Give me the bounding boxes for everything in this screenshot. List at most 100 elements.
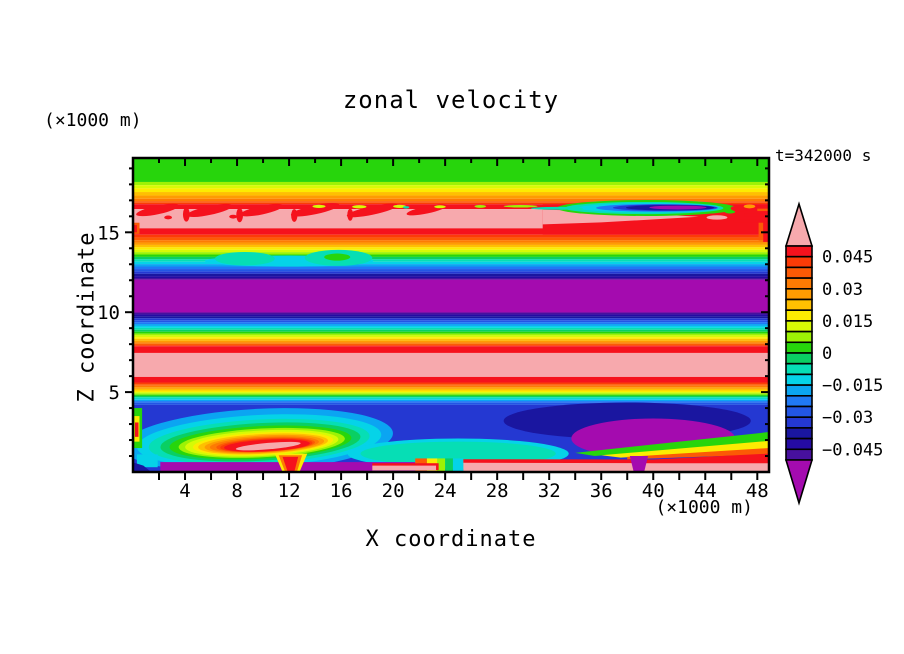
colorbar-box	[785, 448, 813, 461]
contour-feature	[133, 225, 137, 233]
contour-feature	[393, 204, 407, 209]
contour-band	[133, 202, 769, 205]
contour-band	[133, 198, 769, 202]
colorbar-box	[785, 320, 813, 333]
z-axis-title: Z coordinate	[74, 231, 100, 403]
colorbar-label: −0.03	[822, 408, 873, 428]
x-tick-label: 44	[694, 480, 717, 502]
contour-feature	[312, 204, 326, 209]
contour-band	[133, 385, 769, 388]
colorbar-under-arrow	[784, 459, 814, 506]
contour-band	[133, 271, 769, 274]
colorbar-box	[785, 309, 813, 322]
contour-feature	[452, 458, 464, 472]
contour-band	[133, 259, 769, 262]
colorbar-box	[785, 287, 813, 301]
x-tick-label: 4	[179, 480, 190, 502]
colorbar-box	[785, 373, 813, 386]
contour-feature	[463, 460, 769, 472]
contour-band	[133, 395, 769, 398]
colorbar-box	[785, 427, 813, 440]
contour-feature	[503, 204, 538, 208]
contour-band	[133, 256, 769, 260]
contour-feature	[627, 448, 769, 460]
contour-band	[133, 329, 769, 332]
contour-feature	[186, 203, 233, 217]
colorbar-box	[785, 362, 813, 376]
x-axis-units-label: (×1000 m)	[655, 497, 753, 518]
contour-feature	[134, 422, 139, 437]
contour-feature	[235, 441, 301, 451]
x-tick-label: 48	[746, 480, 769, 502]
contour-feature	[649, 205, 707, 210]
colorbar-label: −0.015	[822, 376, 883, 396]
plot-title: zonal velocity	[342, 86, 560, 114]
colorbar-box	[785, 255, 813, 269]
contour-feature	[352, 205, 367, 209]
contour-band	[133, 312, 769, 315]
colorbar-box	[785, 266, 813, 279]
colorbar-label: 0	[822, 344, 832, 364]
contour-feature	[160, 462, 284, 472]
colorbar-label: 0.045	[822, 248, 873, 268]
contour-band	[133, 188, 769, 193]
contour-feature	[296, 462, 416, 472]
contour-band	[133, 337, 769, 339]
contour-band	[133, 279, 769, 313]
x-tick-label: 32	[538, 480, 561, 502]
colorbar-box	[785, 405, 813, 418]
contour-band	[133, 399, 769, 402]
contour-feature	[229, 214, 238, 219]
contour-feature	[214, 251, 275, 266]
contour-feature	[744, 213, 769, 217]
contour-band	[133, 318, 769, 321]
contour-feature	[706, 215, 728, 220]
contour-band	[133, 273, 769, 277]
contour-band	[133, 320, 769, 323]
contour-band	[133, 376, 769, 383]
contour-band	[133, 266, 769, 270]
contour-feature	[133, 462, 152, 472]
contour-band	[133, 342, 769, 344]
contour-band	[133, 201, 769, 203]
contour-feature	[236, 207, 244, 223]
contour-band	[133, 352, 769, 377]
colorbar-box	[785, 437, 813, 451]
contour-feature	[240, 203, 284, 217]
contour-band	[133, 333, 769, 336]
x-axis-title: X coordinate	[365, 527, 537, 552]
contour-feature	[724, 210, 736, 214]
contour-field	[133, 158, 769, 472]
contour-band	[133, 322, 769, 325]
contour-band	[133, 254, 769, 257]
contour-band	[133, 158, 769, 182]
contour-band	[133, 393, 769, 395]
contour-band	[133, 387, 769, 389]
colorbar-box	[785, 394, 813, 408]
colorbar-box	[785, 298, 813, 311]
contour-feature	[136, 454, 158, 468]
contour-feature	[182, 207, 190, 222]
contour-band	[133, 340, 769, 343]
contour-band	[133, 394, 769, 396]
contour-band	[133, 252, 769, 255]
contour-feature	[136, 203, 180, 217]
contour-feature	[575, 432, 769, 457]
contour-band	[133, 316, 769, 319]
contour-band	[133, 181, 769, 186]
contour-feature	[282, 456, 299, 472]
contour-feature	[733, 219, 769, 223]
contour-band	[133, 249, 769, 253]
contour-band	[133, 331, 769, 334]
contour-band	[133, 327, 769, 330]
contour-band	[133, 338, 769, 341]
x-tick-label: 20	[382, 480, 405, 502]
colorbar-label: 0.03	[822, 280, 863, 300]
contour-feature	[743, 204, 756, 209]
contour-band	[133, 228, 769, 235]
contour-band	[133, 247, 769, 250]
contour-band	[133, 244, 769, 248]
z-tick-label: 5	[109, 382, 120, 404]
